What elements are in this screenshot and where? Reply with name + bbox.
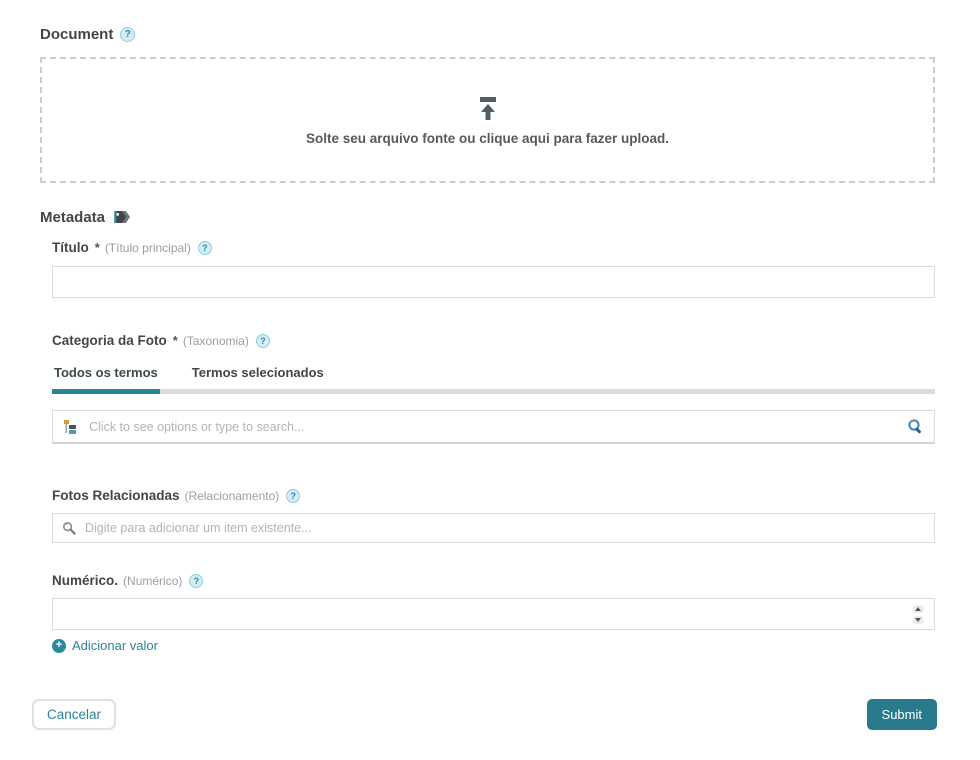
field-titulo: Título * (Título principal) <box>52 240 935 333</box>
plus-circle-icon <box>52 638 66 653</box>
titulo-sublabel: (Título principal) <box>104 241 191 255</box>
file-upload-dropzone[interactable]: Solte seu arquivo fonte ou clique aqui p… <box>40 57 935 183</box>
categoria-label-row: Categoria da Foto * (Taxonomia) <box>52 333 935 348</box>
search-icon <box>53 521 85 535</box>
taxonomy-tabs: Todos os termos Termos selecionados <box>52 365 935 394</box>
relacionadas-input-row <box>52 513 935 543</box>
number-spinner[interactable] <box>908 604 934 624</box>
help-icon[interactable] <box>189 573 204 588</box>
relacionadas-label-row: Fotos Relacionadas (Relacionamento) <box>52 488 935 503</box>
upload-icon <box>475 95 501 121</box>
relacionadas-label: Fotos Relacionadas <box>52 488 180 503</box>
add-value-label: Adicionar valor <box>72 638 158 653</box>
numerico-label: Numérico. <box>52 573 119 588</box>
add-value-link[interactable]: Adicionar valor <box>52 638 158 653</box>
titulo-label-row: Título * (Título principal) <box>52 240 935 255</box>
field-numerico: Numérico. (Numérico) Adicionar valor <box>52 573 935 653</box>
taxonomy-search-icon[interactable] <box>896 418 934 435</box>
metadata-section-title: Metadata <box>40 209 106 226</box>
tab-termos-selecionados[interactable]: Termos selecionados <box>191 365 324 380</box>
submit-button[interactable]: Submit <box>866 699 937 730</box>
required-asterisk: * <box>172 333 178 348</box>
numerico-input[interactable] <box>53 599 908 629</box>
taxonomy-tree-icon[interactable] <box>53 411 89 442</box>
titulo-label: Título <box>52 240 89 255</box>
categoria-label: Categoria da Foto <box>52 333 167 348</box>
tab-todos-os-termos[interactable]: Todos os termos <box>52 365 160 394</box>
taxonomy-search-input[interactable] <box>89 411 896 442</box>
document-section-heading: Document <box>40 26 935 43</box>
form-footer: Cancelar Submit <box>32 699 937 730</box>
help-icon[interactable] <box>286 488 301 503</box>
categoria-sublabel: (Taxonomia) <box>182 334 249 348</box>
taxonomy-search-row <box>52 410 935 444</box>
cancel-button[interactable]: Cancelar <box>32 699 117 730</box>
spinner-up-icon[interactable] <box>912 604 924 613</box>
relacionadas-sublabel: (Relacionamento) <box>184 489 280 503</box>
metadata-section-heading: Metadata <box>40 209 935 226</box>
spinner-down-icon[interactable] <box>912 615 924 624</box>
help-icon[interactable] <box>197 240 212 255</box>
numerico-input-row <box>52 598 935 630</box>
required-asterisk: * <box>94 240 100 255</box>
dropzone-text: Solte seu arquivo fonte ou clique aqui p… <box>305 130 670 146</box>
relacionadas-input[interactable] <box>85 514 934 542</box>
help-icon[interactable] <box>255 333 270 348</box>
field-relacionadas: Fotos Relacionadas (Relacionamento) <box>52 488 935 543</box>
metadata-fields: Título * (Título principal) Categoria da … <box>52 240 935 653</box>
titulo-input[interactable] <box>52 266 935 298</box>
numerico-sublabel: (Numérico) <box>123 574 183 588</box>
help-icon[interactable] <box>120 27 136 42</box>
document-section-title: Document <box>40 26 114 43</box>
numerico-label-row: Numérico. (Numérico) <box>52 573 935 588</box>
field-categoria: Categoria da Foto * (Taxonomia) Todos os … <box>52 333 935 444</box>
tags-icon <box>112 210 131 225</box>
